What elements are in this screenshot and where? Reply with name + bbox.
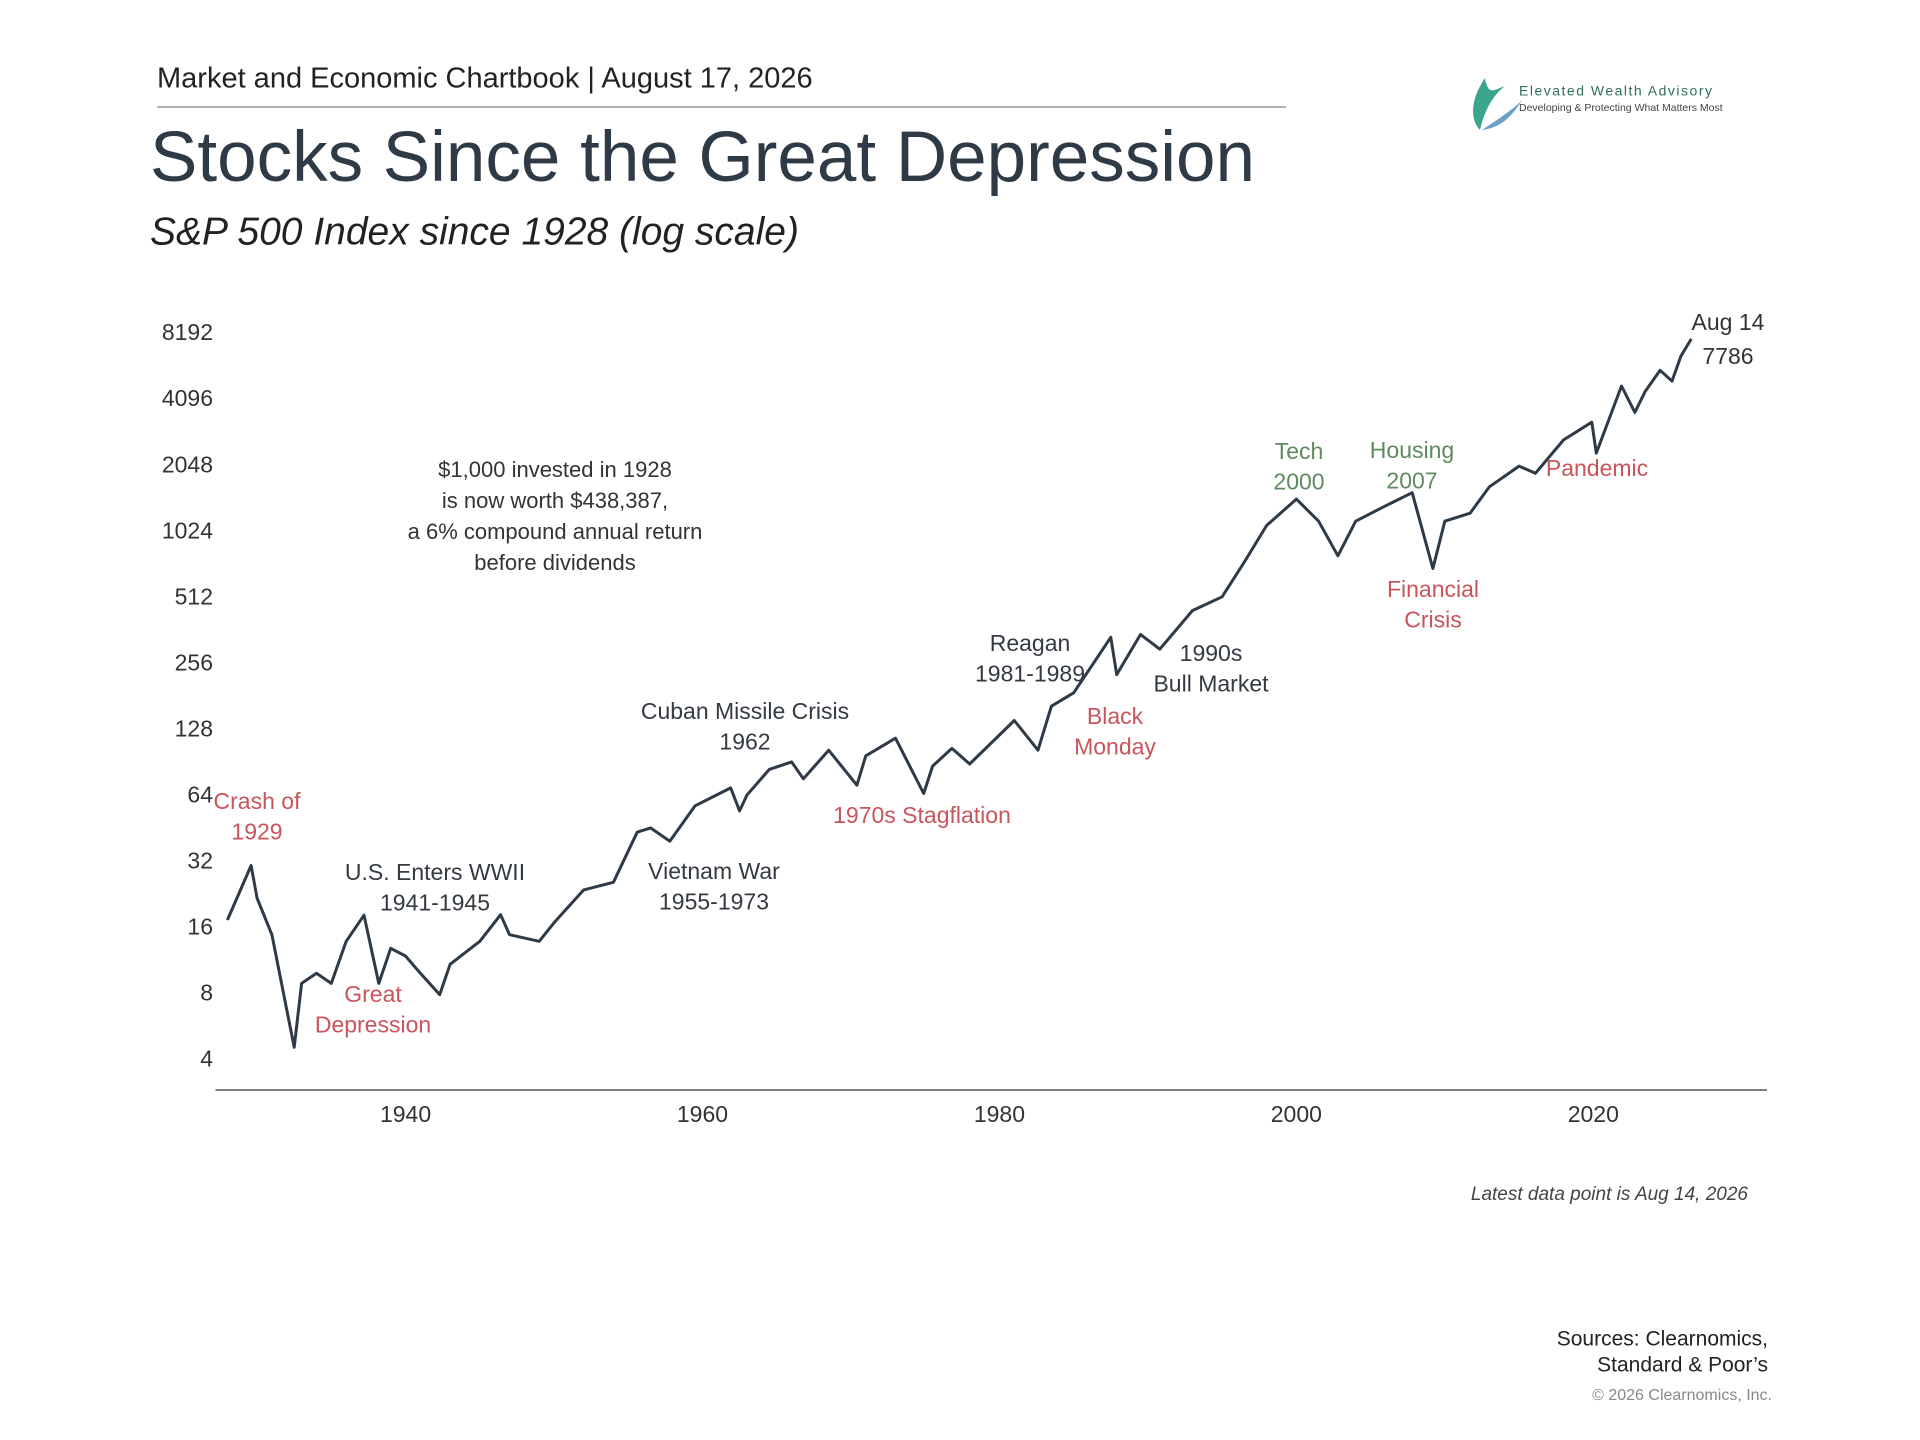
x-tick-label: 1940 (380, 1101, 431, 1127)
x-tick-label: 1960 (677, 1101, 728, 1127)
annotation: 1970s Stagflation (833, 802, 1011, 828)
end-value: 7786 (1702, 343, 1753, 369)
chart-subtitle: S&P 500 Index since 1928 (log scale) (150, 210, 799, 253)
y-tick-label: 512 (175, 583, 213, 609)
annotation: 2000 (1273, 469, 1324, 495)
annotation: 1990s (1180, 640, 1243, 666)
annotation: Depression (315, 1012, 431, 1038)
y-tick-label: 8 (200, 980, 213, 1006)
footnote: Latest data point is Aug 14, 2026 (1471, 1184, 1749, 1205)
note: before dividends (474, 550, 635, 575)
annotation: Vietnam War (648, 858, 780, 884)
x-tick-label: 1980 (974, 1101, 1025, 1127)
end-label: Aug 14 (1692, 309, 1765, 335)
y-tick-label: 64 (187, 782, 213, 808)
y-tick-label: 4096 (162, 385, 213, 411)
annotation: Crisis (1404, 607, 1462, 633)
chartbook-header: Market and Economic Chartbook | August 1… (157, 63, 813, 95)
x-tick-label: 2000 (1271, 1101, 1322, 1127)
annotation: Bull Market (1153, 671, 1269, 697)
annotation: 1981-1989 (975, 661, 1085, 687)
annotation: Pandemic (1546, 455, 1648, 481)
annotation: 1941-1945 (380, 890, 490, 916)
y-tick-label: 4 (200, 1046, 213, 1072)
logo-icon (1473, 78, 1505, 130)
note: is now worth $438,387, (442, 488, 668, 513)
annotation: Great (344, 981, 402, 1007)
annotation: Reagan (990, 630, 1071, 656)
y-tick-label: 32 (187, 848, 213, 874)
annotation: U.S. Enters WWII (345, 859, 525, 885)
copyright: © 2026 Clearnomics, Inc. (1592, 1387, 1772, 1404)
annotation: Tech (1275, 438, 1324, 464)
x-tick-label: 2020 (1568, 1101, 1619, 1127)
y-tick-label: 16 (187, 914, 213, 940)
annotation: 1962 (719, 729, 770, 755)
y-tick-label: 256 (175, 649, 213, 675)
line-series (226, 338, 1693, 1049)
logo-name: Elevated Wealth Advisory (1519, 83, 1714, 99)
annotation: Housing (1370, 437, 1454, 463)
annotation: Financial (1387, 576, 1479, 602)
annotation: Black (1087, 703, 1144, 729)
note: $1,000 invested in 1928 (438, 457, 672, 482)
sources: Sources: Clearnomics, (1557, 1328, 1768, 1351)
annotation: 2007 (1386, 468, 1437, 494)
chart-title: Stocks Since the Great Depression (150, 118, 1255, 197)
y-tick-label: 2048 (162, 451, 213, 477)
note: a 6% compound annual return (408, 519, 703, 544)
logo: Elevated Wealth Advisory Developing & Pr… (1473, 78, 1723, 130)
y-tick-label: 1024 (162, 517, 213, 543)
y-tick-label: 128 (175, 715, 213, 741)
logo-tagline: Developing & Protecting What Matters Mos… (1519, 102, 1723, 114)
annotation: 1929 (231, 819, 282, 845)
sources: Standard & Poor’s (1597, 1354, 1768, 1377)
annotation: Cuban Missile Crisis (641, 698, 849, 724)
annotation: Crash of (214, 788, 302, 814)
annotation: Monday (1074, 734, 1156, 760)
y-tick-label: 8192 (162, 319, 213, 345)
annotation: 1955-1973 (659, 889, 769, 915)
